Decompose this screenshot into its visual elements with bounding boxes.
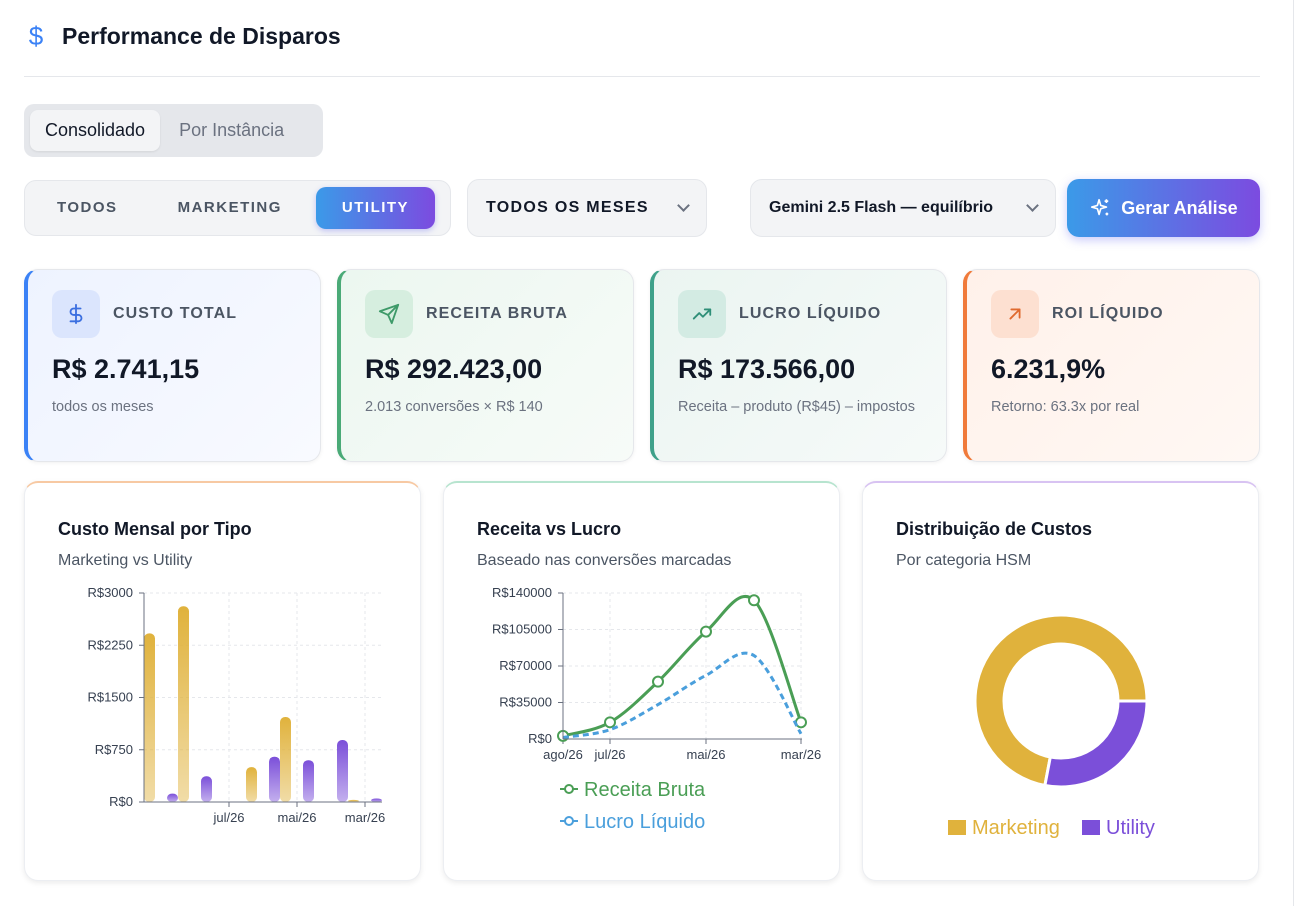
x-tick-label: mar/26 bbox=[781, 747, 821, 762]
series-line-receita bbox=[562, 595, 803, 738]
generate-analysis-button[interactable]: Gerar Análise bbox=[1067, 179, 1260, 237]
tab-utility[interactable]: UTILITY bbox=[315, 187, 436, 229]
kpi-card-lucro-liquido: LUCRO LÍQUIDO R$ 173.566,00 Receita – pr… bbox=[650, 269, 947, 462]
tab-marketing[interactable]: MARKETING bbox=[177, 199, 282, 216]
arrow-up-right-icon bbox=[991, 290, 1039, 338]
kpi-label: RECEITA BRUTA bbox=[426, 305, 568, 322]
kpi-value: R$ 173.566,00 bbox=[678, 354, 856, 384]
kpi-card-roi-liquido: ROI LÍQUIDO 6.231,9% Retorno: 63.3x por … bbox=[963, 269, 1260, 462]
chart-subtitle: Por categoria HSM bbox=[896, 552, 1032, 569]
view-option-por-instancia[interactable]: Por Instância bbox=[179, 120, 285, 140]
x-tick-label: mar/26 bbox=[345, 810, 385, 825]
month-select[interactable]: TODOS OS MESES bbox=[467, 179, 707, 237]
legend-swatch bbox=[1082, 820, 1100, 835]
send-icon bbox=[365, 290, 413, 338]
y-tick-label: R$3000 bbox=[87, 585, 133, 600]
x-tick-label: jul/26 bbox=[212, 810, 244, 825]
scrollbar-track[interactable] bbox=[1293, 0, 1310, 906]
legend-label: Marketing bbox=[972, 817, 1060, 839]
legend-swatch-marker bbox=[564, 816, 574, 826]
dollar-icon bbox=[52, 290, 100, 338]
bar-marketing bbox=[178, 606, 189, 802]
sparkles-icon bbox=[1091, 198, 1109, 216]
y-tick-label: R$70000 bbox=[499, 658, 552, 673]
dollar-icon: $ bbox=[28, 21, 44, 51]
tab-todos[interactable]: TODOS bbox=[57, 199, 118, 216]
type-filter-tabs: TODOS MARKETING UTILITY bbox=[24, 180, 451, 236]
x-tick-label: mai/26 bbox=[277, 810, 316, 825]
kpi-subtext: todos os meses bbox=[52, 399, 154, 415]
y-tick-label: R$1500 bbox=[87, 690, 133, 705]
model-select-value: Gemini 2.5 Flash — equilíbrio bbox=[769, 199, 994, 216]
data-point-receita bbox=[652, 675, 664, 688]
kpi-subtext: 2.013 conversões × R$ 140 bbox=[365, 399, 543, 415]
y-tick-label: R$750 bbox=[95, 742, 133, 757]
trending-up-icon bbox=[678, 290, 726, 338]
page-header: $ Performance de Disparos bbox=[24, 18, 1260, 77]
kpi-label: CUSTO TOTAL bbox=[113, 305, 238, 322]
bar-utility bbox=[371, 798, 382, 802]
series-line-lucro bbox=[562, 651, 803, 739]
data-point-receita bbox=[604, 716, 616, 729]
view-option-consolidado[interactable]: Consolidado bbox=[30, 110, 161, 151]
chart-card-cost-distribution: Distribuição de Custos Por categoria HSM… bbox=[862, 481, 1259, 881]
bar-utility bbox=[337, 739, 348, 802]
kpi-value: 6.231,9% bbox=[991, 354, 1106, 384]
bar-utility bbox=[201, 776, 212, 802]
y-tick-label: R$140000 bbox=[492, 585, 552, 600]
pie-slice-utility bbox=[1043, 699, 1149, 789]
kpi-label: ROI LÍQUIDO bbox=[1052, 305, 1164, 322]
chevron-down-icon bbox=[1026, 199, 1039, 212]
data-point-receita bbox=[748, 594, 760, 607]
bar-marketing bbox=[246, 767, 257, 802]
chart-subtitle: Baseado nas conversões marcadas bbox=[477, 552, 732, 569]
bar-chart: R$3000 R$2250 R$1500 R$750 R$0 jul/26 mai/26 ma… bbox=[87, 585, 385, 825]
bar-marketing bbox=[144, 633, 155, 802]
chart-title: Distribuição de Custos bbox=[896, 519, 1093, 539]
y-tick-label: R$2250 bbox=[87, 637, 133, 652]
kpi-card-receita-bruta: RECEITA BRUTA R$ 292.423,00 2.013 conver… bbox=[337, 269, 634, 462]
kpi-value: R$ 2.741,15 bbox=[52, 354, 200, 384]
bar-marketing bbox=[348, 799, 359, 802]
bar-utility bbox=[269, 756, 280, 802]
donut-chart: Marketing Utility bbox=[948, 613, 1155, 839]
generate-analysis-label: Gerar Análise bbox=[1121, 197, 1238, 218]
y-tick-label: R$35000 bbox=[499, 695, 552, 710]
x-tick-label: jul/26 bbox=[593, 747, 625, 762]
chart-card-cost-by-type: Custo Mensal por Tipo Marketing vs Utili… bbox=[24, 481, 421, 881]
chevron-down-icon bbox=[677, 199, 690, 212]
view-toggle: Consolidado Por Instância bbox=[24, 104, 323, 157]
x-tick-label: mai/26 bbox=[686, 747, 725, 762]
bar-marketing bbox=[280, 717, 291, 802]
kpi-subtext: Receita – produto (R$45) – impostos bbox=[678, 399, 915, 415]
kpi-value: R$ 292.423,00 bbox=[365, 354, 543, 384]
y-tick-label: R$0 bbox=[528, 731, 552, 746]
kpi-subtext: Retorno: 63.3x por real bbox=[991, 399, 1140, 415]
legend-swatch-marker bbox=[564, 784, 574, 794]
y-tick-label: R$105000 bbox=[492, 622, 552, 637]
bar-utility bbox=[167, 793, 178, 802]
pie-slice-marketing bbox=[973, 613, 1149, 788]
chart-title: Receita vs Lucro bbox=[477, 519, 622, 539]
month-select-value: TODOS OS MESES bbox=[486, 199, 649, 216]
chart-subtitle: Marketing vs Utility bbox=[58, 552, 193, 569]
page-title: Performance de Disparos bbox=[62, 23, 341, 49]
legend-swatch bbox=[948, 820, 966, 835]
legend-label: Utility bbox=[1106, 817, 1155, 839]
bar-utility bbox=[303, 760, 314, 802]
legend-label: Lucro Líquido bbox=[584, 811, 705, 833]
y-tick-label: R$0 bbox=[109, 794, 133, 809]
chart-card-revenue-vs-profit: Receita vs Lucro Baseado nas conversões … bbox=[443, 481, 840, 881]
legend-label: Receita Bruta bbox=[584, 779, 706, 801]
data-point-receita bbox=[700, 625, 712, 638]
chart-title: Custo Mensal por Tipo bbox=[58, 519, 252, 539]
model-select[interactable]: Gemini 2.5 Flash — equilíbrio bbox=[750, 179, 1056, 237]
kpi-card-custo-total: CUSTO TOTAL R$ 2.741,15 todos os meses bbox=[24, 269, 321, 462]
kpi-label: LUCRO LÍQUIDO bbox=[739, 305, 882, 322]
x-tick-label: ago/26 bbox=[543, 747, 583, 762]
